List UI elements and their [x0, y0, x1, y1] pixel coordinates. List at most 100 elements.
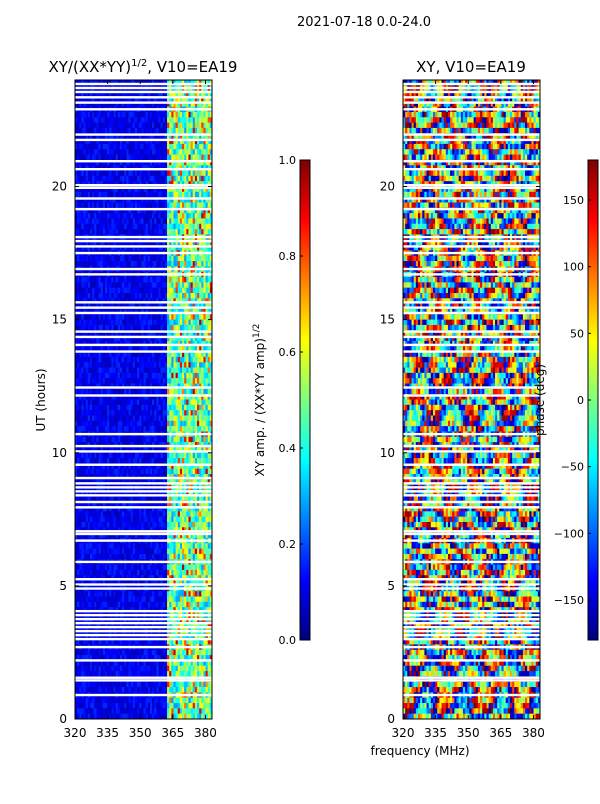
amplitude-row — [75, 191, 213, 198]
amplitude-cell — [173, 218, 177, 225]
amplitude-cell — [175, 239, 179, 246]
amplitude-cell — [156, 159, 159, 166]
amplitude-cell — [92, 287, 95, 294]
amplitude-cell — [192, 197, 196, 203]
amplitude-cell — [192, 218, 196, 225]
amplitude-cell — [203, 149, 206, 155]
amplitude-cell — [128, 111, 132, 118]
amplitude-cell — [207, 143, 211, 150]
amplitude-cell — [158, 367, 162, 374]
amplitude-cell — [201, 159, 204, 166]
amplitude-cell — [147, 330, 151, 336]
amplitude-cell — [194, 127, 198, 134]
amplitude-cell — [184, 245, 187, 251]
amplitude-cell — [89, 319, 93, 326]
amplitude-cell — [201, 127, 204, 134]
amplitude-cell — [119, 239, 123, 246]
amplitude-cell — [77, 90, 80, 97]
amplitude-cell — [209, 356, 213, 363]
figure-title: 2021-07-18 0.0-24.0 — [297, 15, 431, 30]
amplitude-cell — [182, 122, 185, 129]
amplitude-cell — [147, 229, 151, 235]
amplitude-cell — [192, 319, 196, 326]
amplitude-cell — [177, 223, 181, 230]
amplitude-cell — [201, 346, 204, 352]
amplitude-cell — [207, 245, 211, 251]
amplitude-cell — [147, 90, 151, 97]
amplitude-cell — [177, 293, 181, 299]
amplitude-cell — [107, 362, 110, 368]
amplitude-cell — [145, 143, 149, 150]
amplitude-cell — [113, 330, 117, 336]
amplitude-cell — [98, 127, 102, 134]
amplitude-cell — [132, 117, 136, 124]
amplitude-cell — [201, 282, 204, 289]
amplitude-cell — [126, 245, 129, 251]
amplitude-cell — [79, 356, 82, 363]
amplitude-cell — [171, 378, 174, 384]
amplitude-cell — [177, 117, 181, 124]
amplitude-cell — [177, 101, 181, 108]
amplitude-cell — [194, 149, 198, 155]
amplitude-cell — [119, 319, 123, 326]
amplitude-cell — [192, 356, 196, 363]
amplitude-cell — [171, 90, 174, 97]
amplitude-cell — [119, 255, 123, 262]
amplitude-cell — [113, 127, 117, 134]
amplitude-cell — [104, 90, 108, 97]
amplitude-cell — [175, 95, 179, 102]
amplitude-cell — [100, 213, 104, 219]
amplitude-cell — [173, 282, 177, 289]
amplitude-cell — [89, 159, 93, 166]
amplitude-cell — [81, 138, 84, 145]
amplitude-cell — [89, 175, 93, 182]
amplitude-cell — [79, 207, 82, 214]
amplitude-cell — [162, 324, 166, 331]
amplitude-cell — [203, 293, 206, 299]
amplitude-cell — [167, 239, 170, 246]
amplitude-cell — [81, 335, 84, 342]
amplitude-cell — [77, 277, 80, 283]
amplitude-panel-title: XY/(XX*YY)1/2, V10=EA19 — [49, 58, 238, 76]
amplitude-cell — [109, 218, 112, 225]
amplitude-cell — [75, 255, 78, 262]
amplitude-cell — [100, 229, 104, 235]
amplitude-cell — [205, 229, 209, 235]
amplitude-cell — [190, 127, 194, 134]
amplitude-cell — [164, 282, 168, 289]
amplitude-row — [75, 175, 213, 182]
amplitude-cell — [128, 138, 132, 145]
amplitude-cell — [89, 330, 93, 336]
amplitude-cell — [122, 101, 125, 108]
amplitude-cell — [197, 154, 200, 161]
amplitude-cell — [132, 330, 136, 336]
amplitude-cell — [83, 197, 87, 203]
amplitude-cell — [188, 197, 191, 203]
amplitude-cell — [203, 351, 206, 358]
amplitude-cell — [175, 282, 179, 289]
amplitude-cell — [162, 372, 166, 379]
amplitude-cell — [167, 324, 170, 331]
amplitude-cell — [145, 175, 149, 182]
amplitude-cell — [177, 346, 181, 352]
amplitude-cell — [94, 372, 97, 379]
amplitude-cell — [182, 117, 185, 124]
amplitude-cell — [104, 261, 108, 267]
amplitude-cell — [164, 362, 168, 368]
amplitude-cell — [162, 133, 166, 139]
amplitude-cell — [143, 202, 147, 209]
amplitude-cell — [188, 143, 191, 150]
amplitude-cell — [169, 127, 172, 134]
amplitude-cell — [203, 378, 206, 384]
amplitude-cell — [79, 95, 82, 102]
amplitude-cell — [169, 335, 172, 342]
amplitude-cell — [122, 330, 125, 336]
amplitude-cell — [102, 95, 106, 102]
amplitude-cell — [192, 191, 196, 198]
amplitude-cell — [132, 378, 136, 384]
amplitude-cell — [197, 143, 200, 150]
amplitude-cell — [177, 138, 181, 145]
amplitude-cell — [179, 229, 183, 235]
amplitude-cell — [119, 175, 123, 182]
amplitude-cell — [184, 335, 187, 342]
